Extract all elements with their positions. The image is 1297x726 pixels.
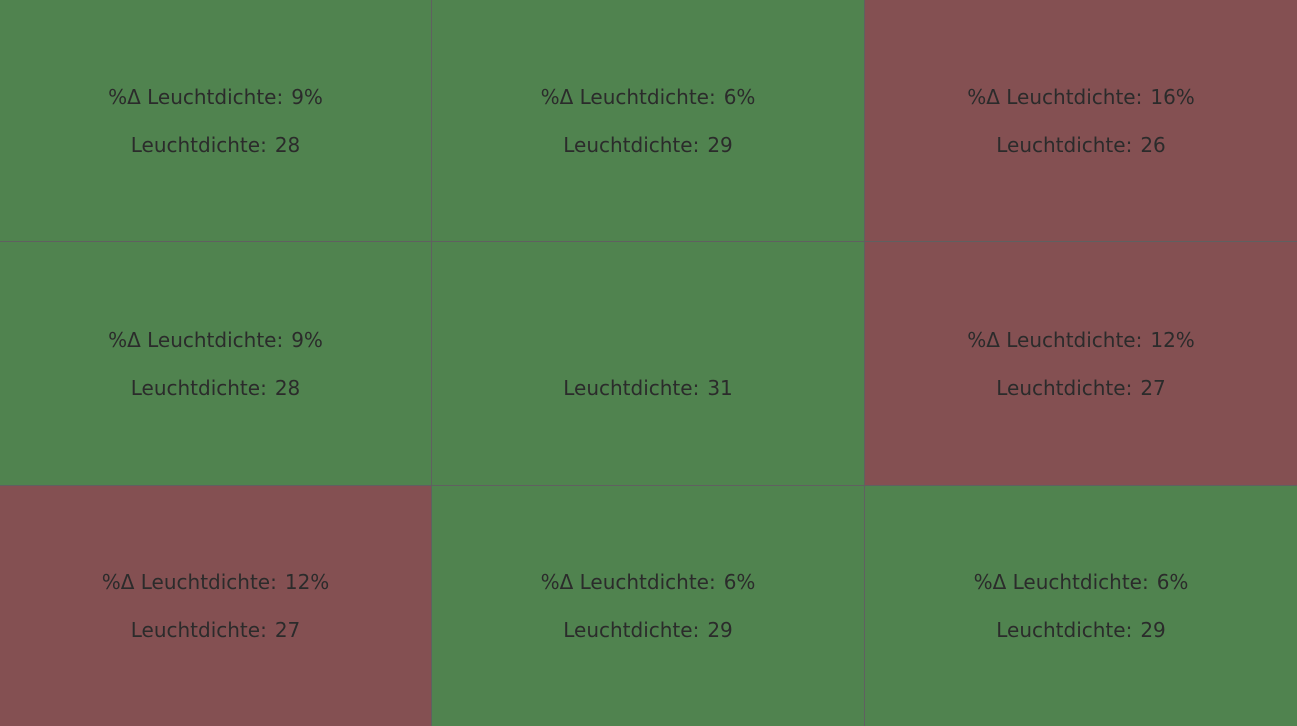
- delta-luminance-label: %Δ Leuchtdichte:: [101, 570, 277, 594]
- delta-luminance-value: 16%: [1150, 84, 1195, 109]
- luminance-value: 28: [274, 132, 301, 157]
- delta-luminance-line: %Δ Leuchtdichte: 12%: [102, 558, 330, 606]
- luminance-value: 27: [1140, 375, 1166, 400]
- luminance-value: 29: [707, 618, 733, 642]
- luminance-line: Leuchtdichte: 29: [563, 121, 733, 169]
- delta-luminance-label: %Δ Leuchtdichte:: [108, 84, 284, 109]
- luminance-value: 26: [1140, 132, 1166, 157]
- luminance-label: Leuchtdichte:: [996, 375, 1133, 400]
- delta-luminance-value: 9%: [291, 84, 323, 109]
- delta-luminance-line: %Δ Leuchtdichte: 12%: [967, 316, 1195, 364]
- luminance-line: Leuchtdichte: 28: [131, 121, 301, 169]
- luminance-line: Leuchtdichte: 26: [996, 121, 1166, 169]
- delta-luminance-line: %Δ Leuchtdichte: 6%: [974, 558, 1189, 606]
- grid-cell-bottom-left: %Δ Leuchtdichte: 12% Leuchtdichte: 27: [0, 486, 431, 726]
- luminance-line: Leuchtdichte: 27: [996, 364, 1166, 412]
- luminance-value: 29: [1140, 618, 1166, 642]
- delta-luminance-value: 6%: [723, 570, 756, 594]
- delta-luminance-label: %Δ Leuchtdichte:: [540, 570, 716, 594]
- delta-luminance-label: %Δ Leuchtdichte:: [108, 327, 284, 352]
- delta-luminance-value: 9%: [291, 327, 323, 352]
- delta-luminance-value: 12%: [1150, 327, 1195, 352]
- luminance-value: 29: [707, 132, 733, 157]
- grid-cell-bottom-center: %Δ Leuchtdichte: 6% Leuchtdichte: 29: [432, 486, 864, 726]
- luminance-line: Leuchtdichte: 29: [996, 606, 1166, 654]
- delta-luminance-line: %Δ Leuchtdichte: 6%: [541, 73, 756, 121]
- luminance-label: Leuchtdichte:: [996, 618, 1133, 642]
- luminance-line: Leuchtdichte: 29: [563, 606, 733, 654]
- delta-luminance-line: %Δ Leuchtdichte: 16%: [967, 73, 1195, 121]
- luminance-label: Leuchtdichte:: [563, 132, 700, 157]
- luminance-label: Leuchtdichte:: [130, 375, 267, 400]
- grid-cell-top-center: %Δ Leuchtdichte: 6% Leuchtdichte: 29: [432, 0, 864, 241]
- grid-cell-center-reference: Leuchtdichte: 31: [432, 242, 864, 485]
- delta-luminance-line: %Δ Leuchtdichte: 9%: [108, 316, 323, 364]
- luminance-value: 27: [274, 618, 301, 642]
- delta-luminance-label: %Δ Leuchtdichte:: [973, 570, 1149, 594]
- delta-luminance-label: %Δ Leuchtdichte:: [967, 327, 1143, 352]
- delta-luminance-line: %Δ Leuchtdichte: 6%: [541, 558, 756, 606]
- luminance-label: Leuchtdichte:: [130, 132, 267, 157]
- delta-luminance-value: 6%: [723, 84, 756, 109]
- luminance-label: Leuchtdichte:: [563, 618, 700, 642]
- delta-luminance-value: 6%: [1156, 570, 1189, 594]
- luminance-label: Leuchtdichte:: [996, 132, 1133, 157]
- grid-cell-top-right: %Δ Leuchtdichte: 16% Leuchtdichte: 26: [865, 0, 1297, 241]
- grid-cell-bottom-right: %Δ Leuchtdichte: 6% Leuchtdichte: 29: [865, 486, 1297, 726]
- grid-cell-middle-right: %Δ Leuchtdichte: 12% Leuchtdichte: 27: [865, 242, 1297, 485]
- luminance-line: Leuchtdichte: 27: [131, 606, 301, 654]
- luminance-label: Leuchtdichte:: [563, 375, 700, 400]
- delta-luminance-value: 12%: [284, 570, 330, 594]
- luminance-value: 28: [274, 375, 301, 400]
- grid-cell-middle-left: %Δ Leuchtdichte: 9% Leuchtdichte: 28: [0, 242, 431, 485]
- luminance-line: Leuchtdichte: 31: [563, 364, 733, 412]
- grid-cell-top-left: %Δ Leuchtdichte: 9% Leuchtdichte: 28: [0, 0, 431, 241]
- luminance-label: Leuchtdichte:: [130, 618, 267, 642]
- delta-luminance-label: %Δ Leuchtdichte:: [540, 84, 716, 109]
- luminance-value: 31: [707, 375, 733, 400]
- luminance-line: Leuchtdichte: 28: [131, 364, 301, 412]
- delta-luminance-line: %Δ Leuchtdichte: 9%: [108, 73, 323, 121]
- delta-luminance-label: %Δ Leuchtdichte:: [967, 84, 1143, 109]
